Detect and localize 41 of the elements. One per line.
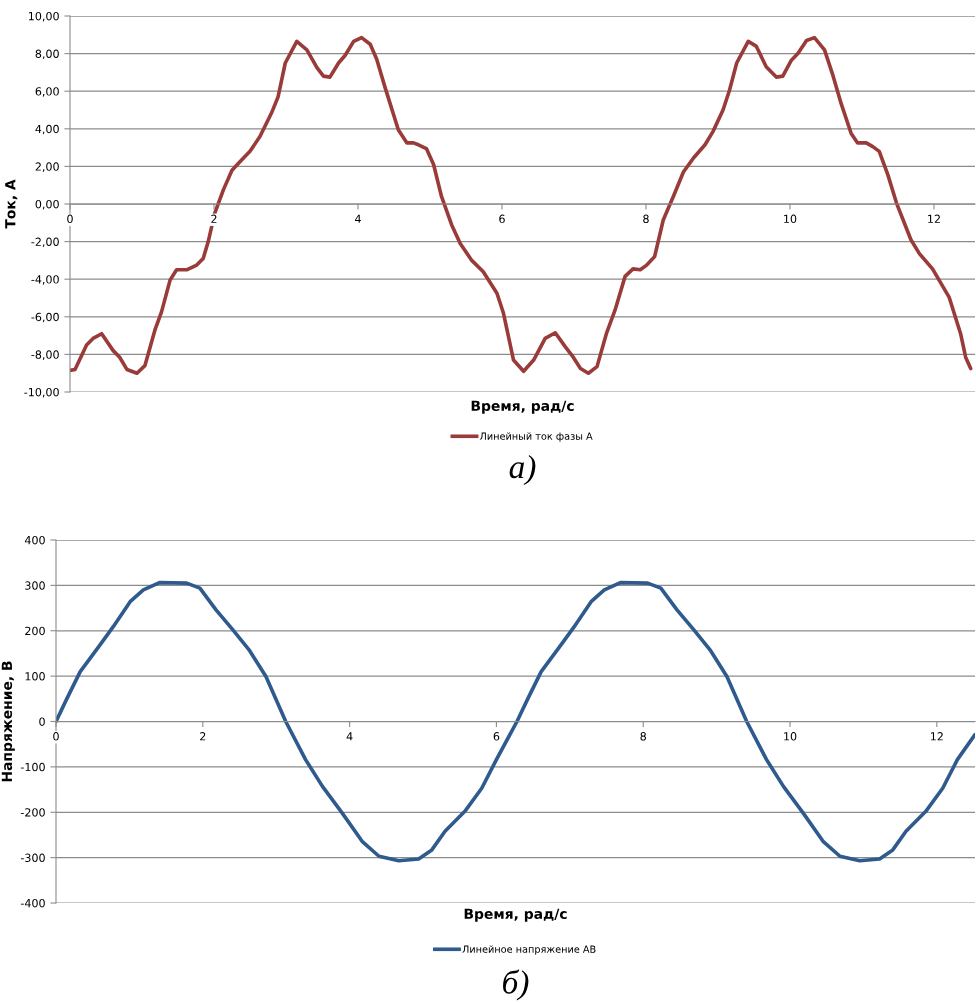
x-axis-title: Время, рад/с bbox=[464, 908, 567, 922]
y-tick-label: 4,00 bbox=[35, 124, 59, 135]
y-tick-label: 2,00 bbox=[35, 162, 59, 172]
x-tick-label: 2 bbox=[200, 732, 206, 741]
y-tick-label: -400 bbox=[20, 898, 45, 908]
y-tick-label: 0,00 bbox=[35, 199, 59, 210]
x-tick-label: 0 bbox=[67, 214, 73, 224]
y-axis-title: Ток, А bbox=[5, 179, 18, 229]
y-tick-label: -200 bbox=[20, 808, 45, 817]
y-tick-label: -4,00 bbox=[31, 275, 59, 285]
y-tick-label: 6,00 bbox=[35, 87, 59, 97]
legend-label: Линейный ток фазы А bbox=[479, 432, 593, 442]
y-tick-label: 10,00 bbox=[28, 11, 59, 22]
text: б) bbox=[503, 969, 529, 1001]
y-tick-label: 0 bbox=[39, 717, 45, 726]
y-tick-label: -6,00 bbox=[31, 312, 59, 323]
x-tick-label: 8 bbox=[643, 214, 649, 224]
x-tick-label: 6 bbox=[499, 214, 505, 224]
x-tick-label: 4 bbox=[346, 732, 353, 741]
y-tick-label: -100 bbox=[20, 762, 45, 772]
y-tick-label: 200 bbox=[25, 626, 45, 636]
y-tick-label: 400 bbox=[24, 535, 45, 545]
y-tick-label: -8,00 bbox=[31, 350, 59, 360]
y-tick-label: 300 bbox=[25, 581, 45, 590]
x-tick-label: 6 bbox=[493, 732, 500, 741]
y-tick-label: -2,00 bbox=[31, 237, 59, 248]
y-axis-title: Напряжение, В bbox=[1, 661, 15, 782]
x-tick-label: 12 bbox=[928, 214, 940, 223]
y-tick-label: -10,00 bbox=[24, 387, 59, 398]
x-tick-label: 2 bbox=[211, 214, 217, 223]
x-tick-label: 10 bbox=[784, 214, 797, 224]
legend-label: Линейное напряжение АВ bbox=[462, 945, 596, 955]
text: а) bbox=[509, 454, 536, 486]
y-tick-label: -300 bbox=[20, 853, 45, 862]
x-axis-title: Время, рад/с bbox=[471, 400, 574, 414]
y-tick-label: 8,00 bbox=[35, 49, 59, 60]
x-tick-label: 12 bbox=[930, 732, 943, 741]
x-tick-label: 8 bbox=[640, 732, 646, 741]
x-tick-label: 4 bbox=[355, 214, 361, 223]
x-tick-label: 10 bbox=[784, 732, 797, 741]
y-tick-label: 100 bbox=[25, 672, 45, 681]
